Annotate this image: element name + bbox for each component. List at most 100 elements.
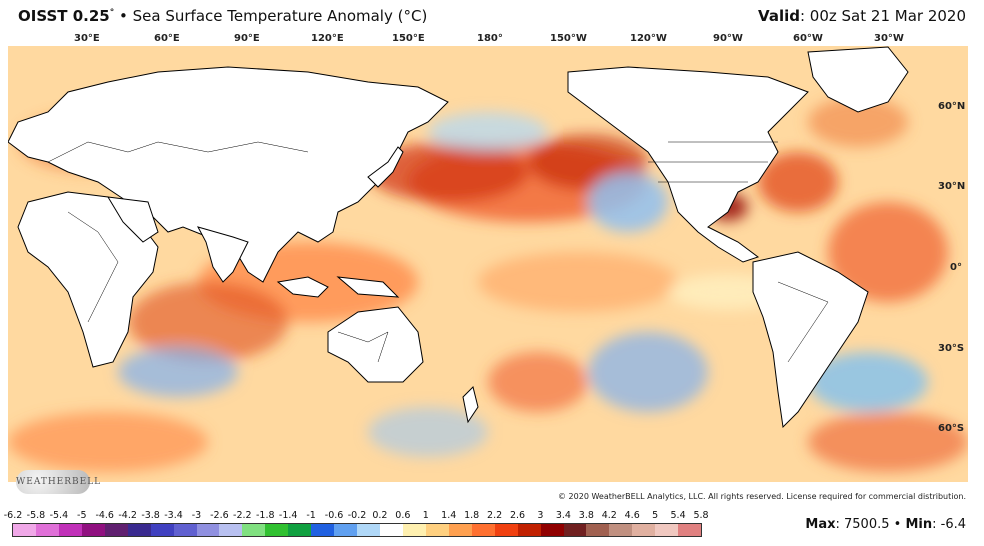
legend-label: -4.2: [118, 510, 137, 521]
lon-label-150w: 150°W: [550, 33, 587, 44]
legend-label: 5.8: [693, 510, 709, 521]
legend-label: 1.8: [464, 510, 480, 521]
legend-label: -4.6: [95, 510, 114, 521]
lat-label-0: 0°: [950, 262, 962, 273]
legend-swatch: [81, 524, 105, 536]
new-zealand-landmass: [462, 386, 479, 424]
continents: [8, 46, 909, 429]
legend-swatch: [563, 524, 587, 536]
min-label: Min: [905, 517, 933, 532]
legend-label: -3.4: [164, 510, 183, 521]
lon-label-120e: 120°E: [311, 33, 344, 44]
legend-swatch: [402, 524, 426, 536]
legend-swatch: [219, 524, 243, 536]
lon-label-180: 180°: [477, 33, 503, 44]
valid-time: Valid: 00z Sat 21 Mar 2020: [758, 7, 966, 25]
legend-label: -2.6: [210, 510, 229, 521]
legend-label: 3: [537, 510, 544, 521]
legend-swatch: [632, 524, 656, 536]
legend-swatch: [448, 524, 472, 536]
arabia-landmass: [107, 196, 159, 243]
legend-labels: -6.2 -5.8 -5.4 -5 -4.6 -4.2 -3.8 -3.4 -3 -2.6 -2.2…: [4, 510, 712, 522]
legend-swatch: [380, 524, 403, 536]
max-label: Max: [805, 517, 836, 532]
legend-swatch: [494, 524, 518, 536]
legend-swatch: [678, 524, 702, 536]
min-value: : -6.4: [932, 517, 966, 532]
lon-label-120w: 120°W: [630, 33, 667, 44]
north-america-landmass: [567, 66, 809, 263]
maritime-continent: [276, 276, 400, 298]
india-landmass: [197, 226, 249, 283]
legend-label: 5: [652, 510, 659, 521]
legend-label: 1: [422, 510, 429, 521]
lon-label-30e: 30°E: [74, 33, 100, 44]
legend-label: 3.8: [578, 510, 594, 521]
legend-swatch: [471, 524, 495, 536]
polar-ice-south: [8, 482, 968, 504]
product-name: OISST 0.25: [18, 7, 110, 25]
legend-swatch: [311, 524, 335, 536]
header: OISST 0.25° • Sea Surface Temperature An…: [0, 0, 984, 32]
lat-label-60s: 60°S: [938, 423, 965, 434]
lon-label-30w: 30°W: [874, 33, 904, 44]
legend-label: 4.6: [624, 510, 640, 521]
legend-swatch: [288, 524, 312, 536]
legend-label: -6.2: [3, 510, 23, 521]
lat-label-30s: 30°S: [938, 343, 965, 354]
lon-label-90e: 90°E: [234, 33, 260, 44]
country-borders: [47, 141, 829, 363]
legend-label: 1.4: [441, 510, 457, 521]
legend-swatch: [425, 524, 449, 536]
legend-swatch: [173, 524, 197, 536]
greenland-landmass: [807, 46, 909, 113]
legend-label: -3: [191, 510, 202, 521]
legend-label: -1: [306, 510, 316, 521]
legend-swatch: [13, 524, 36, 536]
weatherbell-logo: WEATHERBELL: [16, 470, 100, 494]
lat-label-60n: 60°N: [938, 101, 966, 112]
legend-swatch: [35, 524, 59, 536]
legend-label: 0.6: [395, 510, 411, 521]
color-legend: -6.2 -5.8 -5.4 -5 -4.6 -4.2 -3.8 -3.4 -3 -2.6 -2.2…: [4, 510, 712, 544]
map-canvas: [8, 32, 968, 504]
legend-swatch: [517, 524, 541, 536]
legend-label: 2.6: [509, 510, 526, 521]
max-value: : 7500.5: [835, 517, 890, 532]
australia-landmass: [327, 306, 424, 383]
degree-symbol: °: [109, 8, 115, 18]
copyright-notice: © 2020 WeatherBELL Analytics, LLC. All r…: [558, 492, 966, 501]
legend-label: -0.2: [347, 510, 367, 521]
legend-swatch: [196, 524, 220, 536]
valid-label: Valid: [758, 7, 800, 25]
legend-swatch: [150, 524, 174, 536]
legend-label: -5.4: [49, 510, 69, 521]
sst-anomaly-map: 30°E 60°E 90°E 120°E 150°E 180° 150°W 12…: [8, 32, 968, 504]
stats-bullet: •: [893, 517, 902, 532]
legend-label: -3.8: [141, 510, 160, 521]
legend-label: -1.4: [278, 510, 298, 521]
legend-swatch: [334, 524, 358, 536]
title-bullet: •: [119, 7, 128, 25]
map-stats: Max: 7500.5 • Min: -6.4: [805, 517, 966, 532]
legend-label: 5.4: [670, 510, 686, 521]
legend-label: -1.8: [255, 510, 275, 521]
legend-swatch: [609, 524, 633, 536]
legend-label: -5.8: [26, 510, 46, 521]
lon-label-60e: 60°E: [154, 33, 180, 44]
legend-swatch: [265, 524, 289, 536]
legend-label: -5: [77, 510, 87, 521]
legend-label: -2.2: [233, 510, 252, 521]
legend-swatch: [104, 524, 128, 536]
polar-ice-north: [8, 32, 968, 46]
map-description: Sea Surface Temperature Anomaly (°C): [132, 7, 428, 25]
legend-swatch: [540, 524, 564, 536]
legend-swatch: [357, 524, 380, 536]
legend-label: 0.2: [372, 510, 388, 521]
legend-swatch: [586, 524, 610, 536]
legend-swatch: [58, 524, 82, 536]
lon-label-90w: 90°W: [713, 33, 743, 44]
legend-label: -0.6: [324, 510, 344, 521]
map-title: OISST 0.25° • Sea Surface Temperature An…: [18, 7, 427, 25]
legend-swatch: [242, 524, 266, 536]
